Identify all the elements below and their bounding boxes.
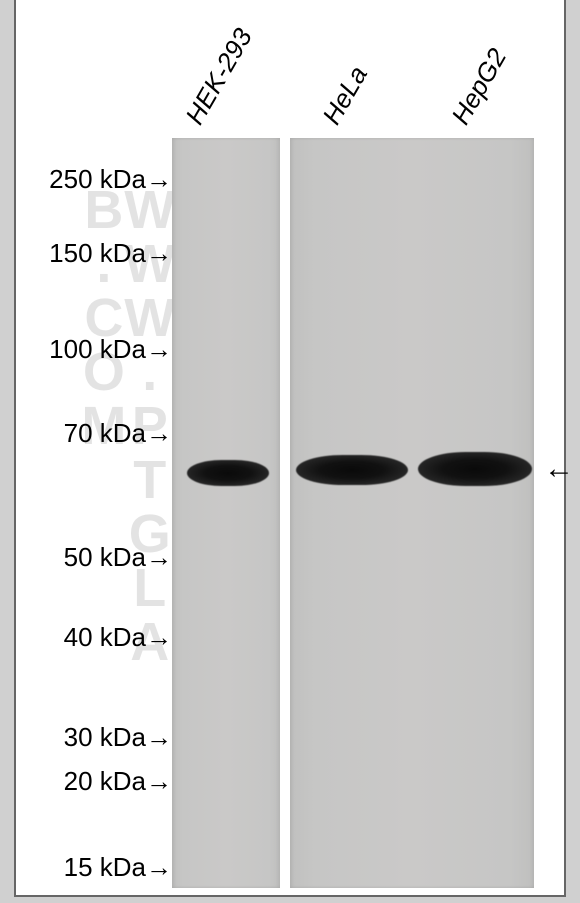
mw-label: 30 kDa→ [64,722,168,753]
lane-strip [172,138,280,888]
lane-gap [280,138,290,888]
blot-band [296,455,408,485]
mw-label: 250 kDa→ [49,164,168,195]
target-band-arrow: ← [544,452,574,486]
blot-band [418,452,532,486]
mw-label: 70 kDa→ [64,418,168,449]
mw-label: 40 kDa→ [64,622,168,653]
blot-region [172,138,537,888]
blot-band [187,460,269,486]
mw-label: 15 kDa→ [64,852,168,883]
lane-strip [290,138,534,888]
mw-label: 50 kDa→ [64,542,168,573]
mw-label: 100 kDa→ [49,334,168,365]
mw-label: 20 kDa→ [64,766,168,797]
mw-label: 150 kDa→ [49,238,168,269]
